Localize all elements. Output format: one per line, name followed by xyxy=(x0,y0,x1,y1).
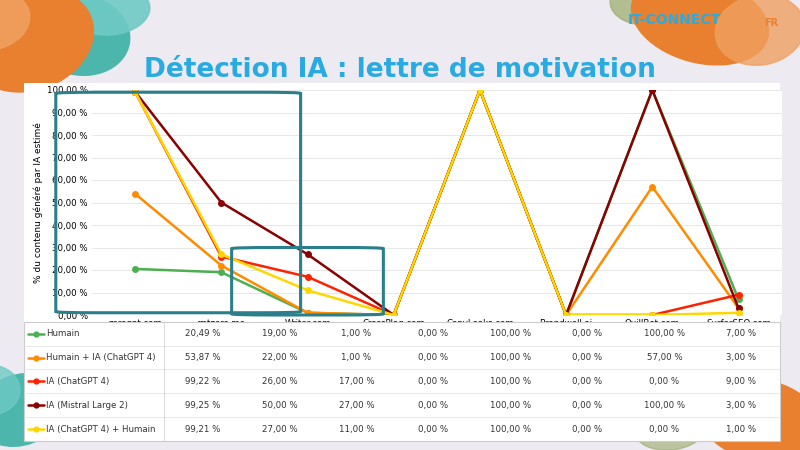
Text: 1,00 %: 1,00 % xyxy=(342,353,371,362)
Ellipse shape xyxy=(0,374,64,446)
Ellipse shape xyxy=(715,0,800,65)
Text: 100,00 %: 100,00 % xyxy=(490,400,531,410)
Text: 57,00 %: 57,00 % xyxy=(646,353,682,362)
Text: 3,00 %: 3,00 % xyxy=(726,400,757,410)
Text: IA (ChatGPT 4) + Humain: IA (ChatGPT 4) + Humain xyxy=(46,425,156,434)
Text: 0,00 %: 0,00 % xyxy=(418,400,449,410)
Ellipse shape xyxy=(0,0,94,92)
Text: 100,00 %: 100,00 % xyxy=(490,353,531,362)
Text: Humain + IA (ChatGPT 4): Humain + IA (ChatGPT 4) xyxy=(46,353,156,362)
Text: IT-CONNECT: IT-CONNECT xyxy=(628,13,722,27)
Text: 0,00 %: 0,00 % xyxy=(573,329,602,338)
Text: Humain: Humain xyxy=(46,329,80,338)
Ellipse shape xyxy=(0,365,20,415)
Text: 9,00 %: 9,00 % xyxy=(726,377,757,386)
Text: 99,25 %: 99,25 % xyxy=(185,400,220,410)
Text: IA (ChatGPT 4): IA (ChatGPT 4) xyxy=(46,377,110,386)
Text: 0,00 %: 0,00 % xyxy=(573,425,602,434)
Text: 20,49 %: 20,49 % xyxy=(185,329,220,338)
Text: 0,00 %: 0,00 % xyxy=(573,353,602,362)
Text: 99,22 %: 99,22 % xyxy=(185,377,220,386)
Text: 99,21 %: 99,21 % xyxy=(185,425,220,434)
Text: 0,00 %: 0,00 % xyxy=(650,377,679,386)
Text: 50,00 %: 50,00 % xyxy=(262,400,298,410)
Bar xyxy=(24,322,780,441)
Text: 19,00 %: 19,00 % xyxy=(262,329,298,338)
Ellipse shape xyxy=(690,356,770,414)
Text: 22,00 %: 22,00 % xyxy=(262,353,298,362)
Text: 100,00 %: 100,00 % xyxy=(644,329,685,338)
Ellipse shape xyxy=(610,0,690,25)
Ellipse shape xyxy=(701,379,800,450)
Text: 1,00 %: 1,00 % xyxy=(726,425,757,434)
Ellipse shape xyxy=(590,400,650,440)
Ellipse shape xyxy=(30,0,130,75)
Text: 26,00 %: 26,00 % xyxy=(262,377,298,386)
Text: 0,00 %: 0,00 % xyxy=(418,329,449,338)
Text: 1,00 %: 1,00 % xyxy=(342,329,371,338)
Text: IA (Mistral Large 2): IA (Mistral Large 2) xyxy=(46,400,128,410)
Text: 0,00 %: 0,00 % xyxy=(418,377,449,386)
Text: 100,00 %: 100,00 % xyxy=(490,377,531,386)
Text: 53,87 %: 53,87 % xyxy=(185,353,220,362)
Text: 0,00 %: 0,00 % xyxy=(573,377,602,386)
Text: 17,00 %: 17,00 % xyxy=(338,377,374,386)
Text: 0,00 %: 0,00 % xyxy=(418,353,449,362)
Text: 0,00 %: 0,00 % xyxy=(573,400,602,410)
Text: 100,00 %: 100,00 % xyxy=(490,329,531,338)
Text: 0,00 %: 0,00 % xyxy=(418,425,449,434)
Ellipse shape xyxy=(635,410,705,450)
Text: 100,00 %: 100,00 % xyxy=(644,400,685,410)
Text: 100,00 %: 100,00 % xyxy=(490,425,531,434)
Text: 27,00 %: 27,00 % xyxy=(338,400,374,410)
Text: 27,00 %: 27,00 % xyxy=(262,425,298,434)
Text: 11,00 %: 11,00 % xyxy=(338,425,374,434)
Text: 3,00 %: 3,00 % xyxy=(726,353,757,362)
Y-axis label: % du contenu généré par IA estimé: % du contenu généré par IA estimé xyxy=(33,122,42,283)
Ellipse shape xyxy=(631,0,769,65)
Ellipse shape xyxy=(0,0,30,50)
Text: 0,00 %: 0,00 % xyxy=(650,425,679,434)
Text: FR: FR xyxy=(764,18,778,27)
Text: Détection IA : lettre de motivation: Détection IA : lettre de motivation xyxy=(144,57,656,83)
Ellipse shape xyxy=(70,0,150,35)
Text: 7,00 %: 7,00 % xyxy=(726,329,757,338)
